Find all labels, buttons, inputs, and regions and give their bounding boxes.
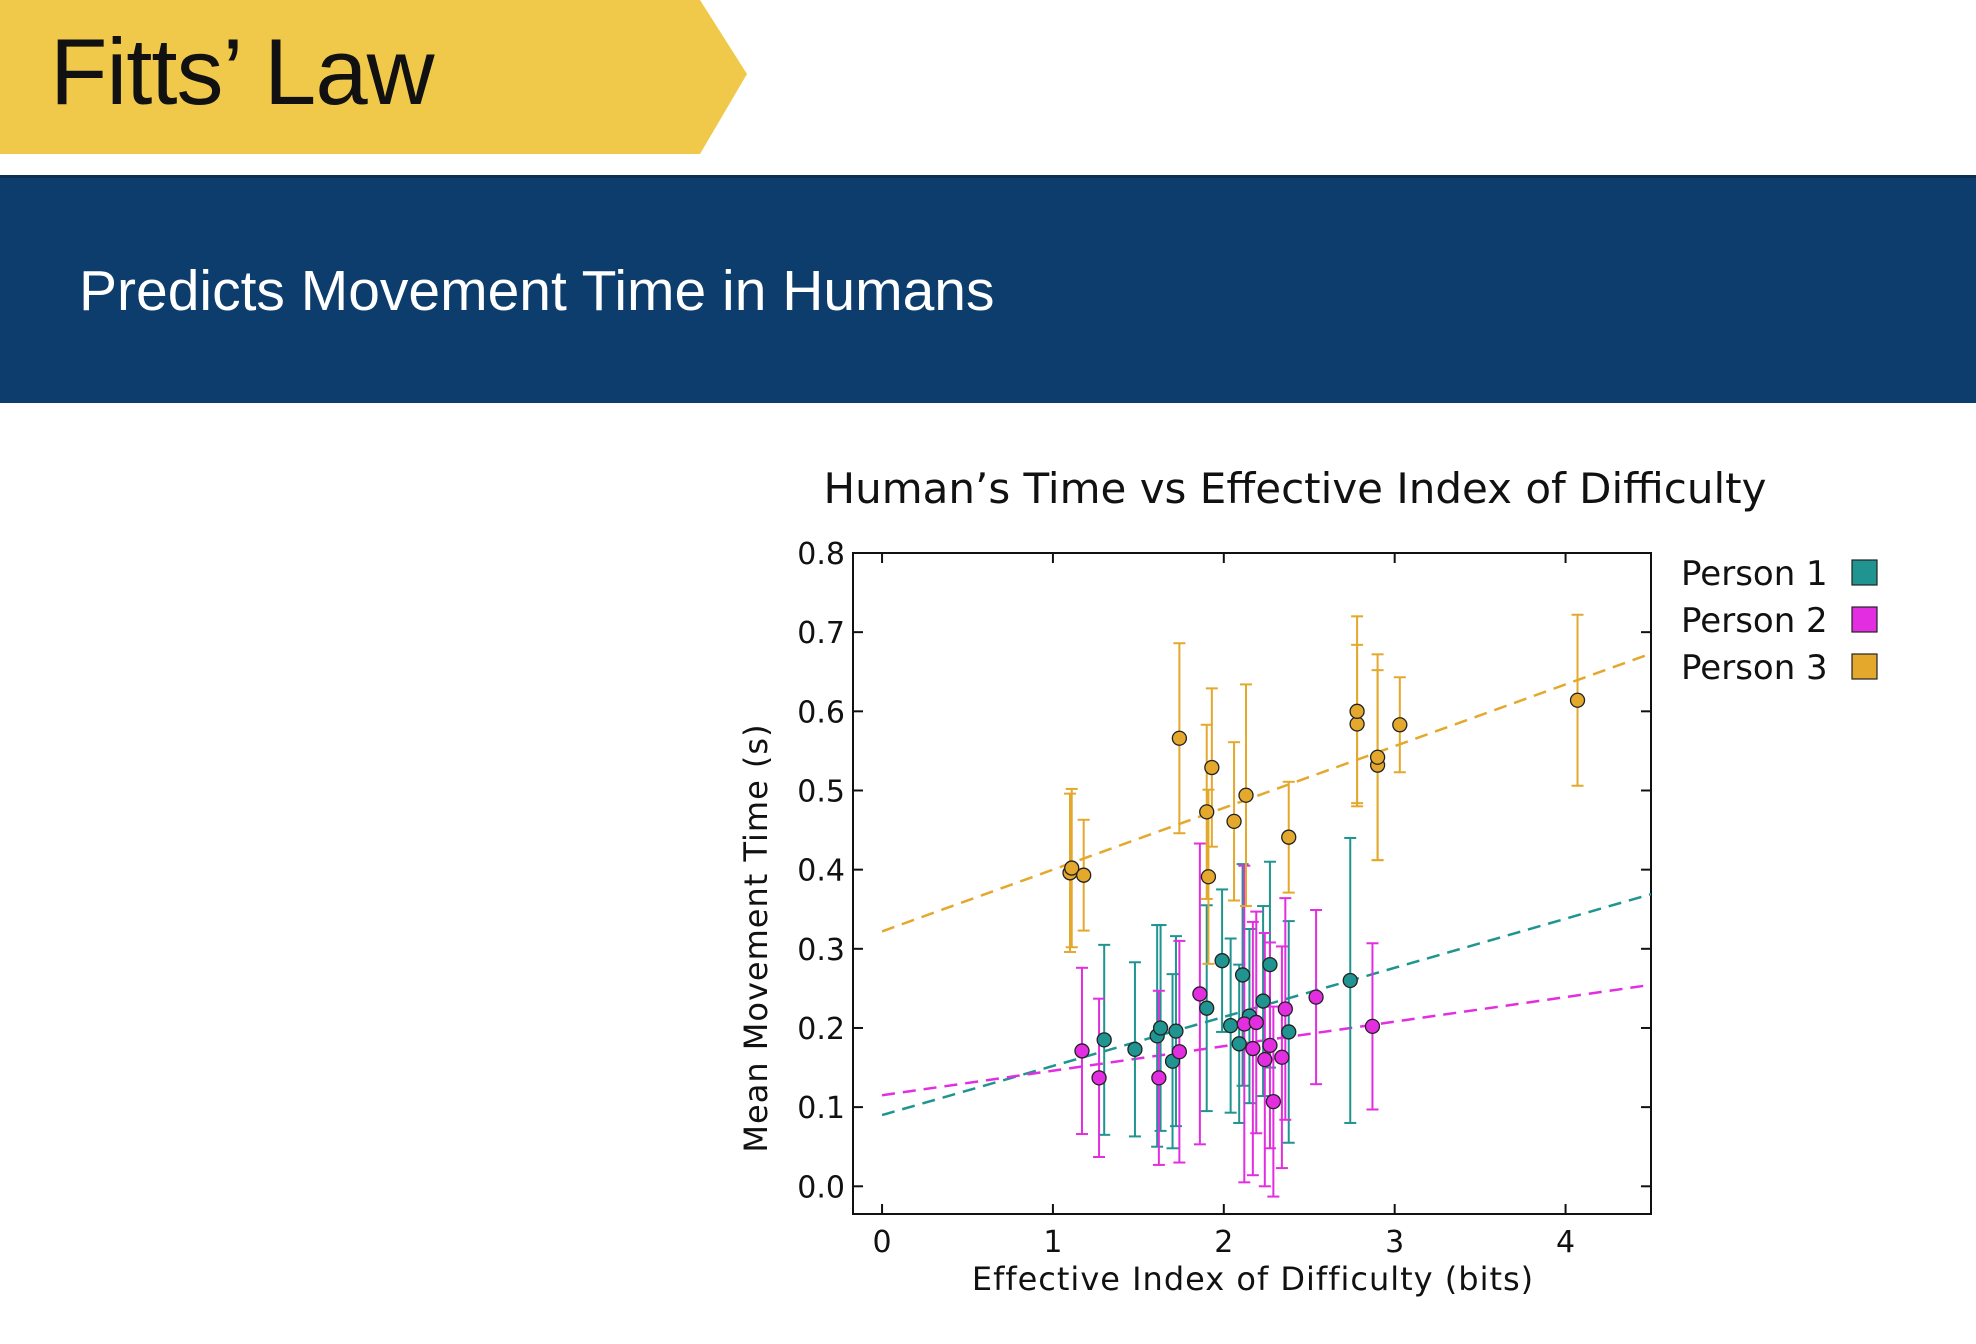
data-point xyxy=(1281,1024,1297,1040)
x-tick-label: 3 xyxy=(1385,1225,1404,1260)
data-point xyxy=(1342,972,1358,989)
data-point xyxy=(1074,1043,1090,1059)
y-tick-label: 0.6 xyxy=(797,695,845,730)
data-point xyxy=(1569,692,1586,708)
chart-container: Human’s Time vs Effective Index of Diffi… xyxy=(720,460,1920,1320)
subtitle-band: Predicts Movement Time in Humans xyxy=(0,175,1976,403)
x-tick-label: 4 xyxy=(1556,1225,1575,1260)
legend-label: Person 1 xyxy=(1681,554,1828,594)
y-tick-label: 0.7 xyxy=(797,616,845,651)
data-point xyxy=(1255,993,1271,1009)
data-point xyxy=(1277,1001,1293,1017)
y-tick-label: 0.3 xyxy=(797,933,845,968)
data-point xyxy=(1274,1049,1290,1065)
data-point xyxy=(1392,717,1408,733)
legend-swatch xyxy=(1851,606,1878,633)
data-point xyxy=(1262,956,1278,973)
data-point xyxy=(1199,1000,1215,1016)
data-point xyxy=(1171,730,1188,746)
y-tick-label: 0.2 xyxy=(797,1012,845,1047)
scatter-chart: Human’s Time vs Effective Index of Diffi… xyxy=(737,464,1878,1298)
y-tick-label: 0.1 xyxy=(797,1091,845,1126)
slide-subtitle: Predicts Movement Time in Humans xyxy=(79,259,995,323)
data-point xyxy=(1152,1020,1169,1036)
data-point xyxy=(1349,716,1365,732)
data-point xyxy=(1096,1032,1112,1048)
data-point xyxy=(1226,813,1242,830)
data-point xyxy=(1200,869,1217,885)
fit-line xyxy=(881,652,1651,933)
legend-swatch xyxy=(1851,653,1878,680)
title-banner: Fitts’ Law xyxy=(0,0,747,154)
data-point xyxy=(1248,1014,1264,1031)
x-axis-label: Effective Index of Difficulty (bits) xyxy=(972,1260,1534,1298)
data-point xyxy=(1257,1051,1273,1068)
data-point xyxy=(1168,1023,1184,1039)
data-point xyxy=(1171,1044,1188,1060)
data-point xyxy=(1369,749,1386,765)
slide-title: Fitts’ Law xyxy=(50,19,434,124)
x-tick-label: 2 xyxy=(1214,1225,1233,1260)
data-point xyxy=(1127,1041,1143,1057)
data-point xyxy=(1349,703,1365,719)
data-point xyxy=(1265,1093,1282,1110)
data-point xyxy=(1091,1070,1107,1086)
title-banner-shape xyxy=(0,0,747,154)
data-point xyxy=(1281,829,1297,845)
data-point xyxy=(1076,867,1092,883)
legend-swatch xyxy=(1851,559,1878,586)
y-tick-label: 0.8 xyxy=(797,537,845,572)
data-point xyxy=(1234,967,1251,983)
x-tick-label: 1 xyxy=(1043,1225,1062,1260)
data-point xyxy=(1192,986,1208,1002)
data-point xyxy=(1231,1036,1247,1052)
y-tick-label: 0.0 xyxy=(797,1170,845,1205)
plot-frame xyxy=(852,552,1652,1215)
chart-title: Human’s Time vs Effective Index of Diffi… xyxy=(824,464,1767,513)
y-tick-label: 0.5 xyxy=(797,774,845,809)
data-point xyxy=(1245,1040,1261,1057)
data-point xyxy=(1364,1018,1381,1035)
legend-label: Person 2 xyxy=(1681,601,1828,641)
y-tick-label: 0.4 xyxy=(797,854,845,889)
data-point xyxy=(1199,804,1215,820)
data-point xyxy=(1204,759,1220,776)
data-point xyxy=(1238,787,1254,803)
data-point xyxy=(1151,1070,1167,1086)
data-point xyxy=(1214,953,1230,969)
data-point xyxy=(1262,1037,1278,1054)
data-point xyxy=(1064,860,1080,876)
legend-label: Person 3 xyxy=(1681,648,1828,688)
data-point xyxy=(1308,989,1324,1005)
y-axis-label: Mean Movement Time (s) xyxy=(737,723,775,1152)
data-point xyxy=(1222,1017,1239,1034)
x-tick-label: 0 xyxy=(873,1225,892,1260)
